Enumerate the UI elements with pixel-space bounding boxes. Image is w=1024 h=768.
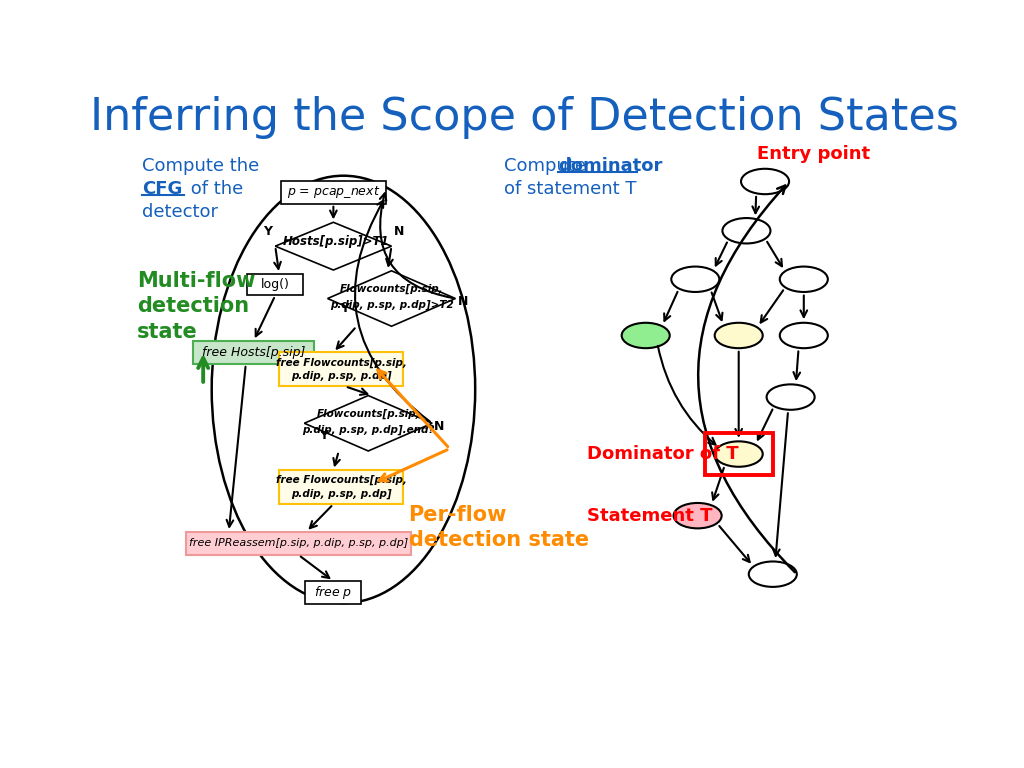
FancyArrowPatch shape [380,194,453,298]
Text: Compute: Compute [504,157,592,175]
Ellipse shape [674,503,722,528]
Polygon shape [328,271,456,326]
Ellipse shape [767,384,815,410]
Text: Hosts[p.sip]>T1: Hosts[p.sip]>T1 [284,235,390,248]
Text: Multi-flow
detection
state: Multi-flow detection state [137,270,256,342]
Text: N: N [458,295,468,308]
Text: Y: Y [263,226,272,238]
Text: p.dip, p.sp, p.dp]: p.dip, p.sp, p.dp] [291,371,391,382]
FancyBboxPatch shape [280,470,403,504]
FancyBboxPatch shape [248,274,303,296]
Text: detector: detector [142,204,218,221]
Polygon shape [304,396,432,451]
Text: CFG: CFG [142,180,182,198]
Text: Inferring the Scope of Detection States: Inferring the Scope of Detection States [90,96,959,139]
Ellipse shape [715,323,763,348]
Ellipse shape [672,266,719,292]
FancyBboxPatch shape [194,341,313,364]
FancyBboxPatch shape [281,180,386,204]
Ellipse shape [715,442,763,467]
Text: of the: of the [185,180,244,198]
Text: free IPReassem[p.sip, p.dip, p.sp, p.dp]: free IPReassem[p.sip, p.dip, p.sp, p.dp] [188,538,409,548]
FancyArrowPatch shape [698,186,795,572]
Text: p.dip, p.sp, p.dp]>T2: p.dip, p.sp, p.dp]>T2 [330,300,454,310]
FancyBboxPatch shape [280,353,403,386]
Text: free $p$: free $p$ [314,584,352,601]
Text: Y: Y [341,303,349,316]
Text: free Flowcounts[p.sip,: free Flowcounts[p.sip, [275,357,407,368]
Text: Y: Y [318,429,328,442]
Ellipse shape [722,218,770,243]
Polygon shape [275,222,391,270]
Ellipse shape [779,266,827,292]
Text: p.dip, p.sp, p.dp]: p.dip, p.sp, p.dp] [291,489,391,499]
Ellipse shape [622,323,670,348]
Text: free Flowcounts[p.sip,: free Flowcounts[p.sip, [275,475,407,485]
Text: Flowcounts[p.sip,: Flowcounts[p.sip, [316,409,420,419]
Text: of statement T: of statement T [504,180,636,198]
Text: N: N [434,419,444,432]
Text: Entry point: Entry point [758,144,870,163]
Text: Statement T: Statement T [587,507,713,525]
Text: Flowcounts[p.sip,: Flowcounts[p.sip, [340,284,443,294]
FancyBboxPatch shape [186,531,411,555]
Ellipse shape [779,323,827,348]
Ellipse shape [749,561,797,587]
Text: Per-flow
detection state: Per-flow detection state [409,505,589,551]
FancyArrowPatch shape [355,200,430,422]
Text: dominator: dominator [558,157,663,175]
Text: p.dip, p.sp, p.dp].end?: p.dip, p.sp, p.dp].end? [302,424,434,435]
FancyBboxPatch shape [305,581,361,604]
Text: free Hosts[p.sip]: free Hosts[p.sip] [202,346,305,359]
Text: Dominator of T: Dominator of T [587,445,738,463]
Text: $p$ = pcap_next: $p$ = pcap_next [287,184,380,200]
Text: log(): log() [261,278,290,291]
Text: N: N [394,226,404,238]
Ellipse shape [741,169,790,194]
Text: Compute the: Compute the [142,157,259,175]
